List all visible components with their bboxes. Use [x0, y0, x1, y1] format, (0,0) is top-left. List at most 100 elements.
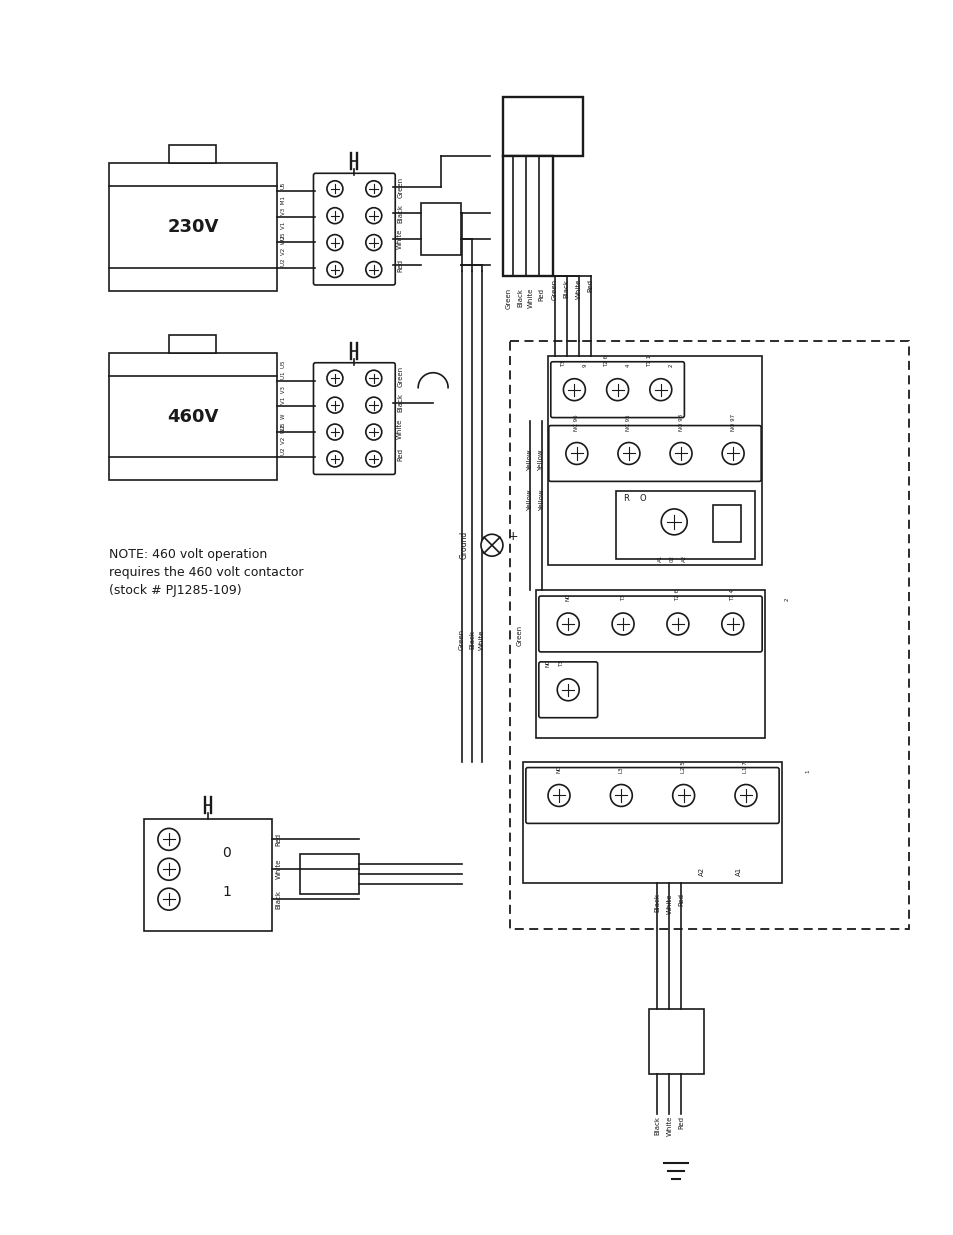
- Text: Ground: Ground: [459, 531, 469, 559]
- FancyBboxPatch shape: [550, 362, 683, 417]
- Text: T3: T3: [560, 359, 565, 367]
- Text: A1: A1: [657, 556, 662, 562]
- Text: NO 98: NO 98: [678, 414, 682, 431]
- Text: L3: L3: [618, 766, 623, 773]
- Circle shape: [327, 262, 342, 278]
- Text: Yellow: Yellow: [526, 489, 533, 511]
- Text: NC 96: NC 96: [574, 414, 578, 431]
- Text: T2 6: T2 6: [675, 589, 679, 601]
- Text: T3: T3: [558, 659, 563, 667]
- Circle shape: [365, 207, 381, 224]
- Text: Green: Green: [517, 625, 522, 646]
- Bar: [547, 356, 761, 566]
- Text: Red: Red: [678, 893, 683, 906]
- FancyBboxPatch shape: [314, 173, 395, 285]
- Circle shape: [557, 613, 578, 635]
- Text: 460V: 460V: [167, 408, 218, 426]
- Text: Black: Black: [275, 889, 281, 909]
- Circle shape: [365, 235, 381, 251]
- Circle shape: [563, 379, 585, 400]
- Bar: [109, 163, 276, 291]
- Bar: [536, 590, 764, 737]
- Text: 1: 1: [222, 885, 232, 899]
- Text: V1  V3: V1 V3: [280, 387, 285, 404]
- Text: NC: NC: [565, 593, 570, 601]
- Text: Red: Red: [396, 448, 403, 461]
- Bar: [420, 204, 460, 256]
- Text: A2: A2: [699, 867, 704, 877]
- Circle shape: [327, 424, 342, 440]
- Circle shape: [327, 370, 342, 387]
- FancyBboxPatch shape: [538, 597, 761, 652]
- Text: Red: Red: [587, 279, 593, 291]
- Circle shape: [327, 398, 342, 412]
- Text: White: White: [527, 288, 534, 309]
- Text: Green: Green: [458, 630, 464, 651]
- Text: 1: 1: [805, 769, 810, 773]
- Text: Green: Green: [505, 288, 512, 309]
- Text: Black: Black: [517, 288, 522, 308]
- Circle shape: [612, 613, 634, 635]
- Text: Red: Red: [396, 258, 403, 272]
- Text: U5  V1: U5 V1: [280, 222, 285, 241]
- Circle shape: [480, 535, 502, 556]
- Circle shape: [365, 370, 381, 387]
- Circle shape: [618, 442, 639, 464]
- Text: L1 7: L1 7: [742, 761, 748, 773]
- Text: NO 97: NO 97: [730, 414, 735, 431]
- FancyBboxPatch shape: [548, 426, 760, 482]
- Text: Yellow: Yellow: [537, 450, 543, 472]
- Text: NC 95: NC 95: [626, 414, 631, 431]
- Text: Black: Black: [396, 204, 403, 222]
- Text: NC: NC: [556, 764, 561, 773]
- Text: V3  M1: V3 M1: [280, 196, 285, 215]
- Text: White: White: [478, 630, 484, 650]
- Circle shape: [669, 442, 691, 464]
- Circle shape: [365, 424, 381, 440]
- Text: 2: 2: [668, 363, 674, 367]
- Circle shape: [327, 207, 342, 224]
- Circle shape: [365, 451, 381, 467]
- Bar: [713, 505, 740, 542]
- Circle shape: [158, 829, 180, 851]
- Circle shape: [547, 784, 569, 806]
- Text: Black: Black: [396, 393, 403, 412]
- Text: White: White: [396, 228, 403, 249]
- Text: Red: Red: [275, 832, 281, 846]
- Bar: [144, 819, 272, 931]
- Bar: [649, 1009, 703, 1073]
- Text: U5: U5: [280, 182, 285, 189]
- Text: T2 6: T2 6: [603, 354, 609, 367]
- Text: Black: Black: [654, 893, 659, 913]
- Bar: [170, 146, 216, 163]
- Text: Black: Black: [563, 279, 569, 298]
- Circle shape: [606, 379, 628, 400]
- Text: R: R: [623, 494, 629, 504]
- Text: White: White: [666, 1115, 672, 1136]
- Circle shape: [365, 180, 381, 196]
- Text: T1 4: T1 4: [729, 589, 735, 601]
- Text: Green: Green: [551, 279, 558, 300]
- Text: U5  W: U5 W: [280, 414, 285, 430]
- Text: T3: T3: [619, 594, 625, 601]
- Circle shape: [565, 442, 587, 464]
- Text: White: White: [396, 419, 403, 438]
- Bar: [502, 157, 552, 275]
- Circle shape: [721, 442, 743, 464]
- Bar: [109, 353, 276, 480]
- Text: A1: A1: [735, 867, 740, 877]
- Circle shape: [734, 784, 756, 806]
- Text: Black: Black: [654, 1115, 659, 1135]
- FancyBboxPatch shape: [525, 768, 779, 824]
- Bar: [615, 492, 755, 559]
- Text: White: White: [575, 279, 581, 299]
- Circle shape: [660, 509, 686, 535]
- Circle shape: [327, 451, 342, 467]
- Text: 9: 9: [582, 363, 587, 367]
- Text: Red: Red: [678, 1115, 683, 1129]
- Circle shape: [327, 235, 342, 251]
- Circle shape: [721, 613, 743, 635]
- Bar: [299, 855, 359, 894]
- Text: U1  U5: U1 U5: [280, 361, 285, 379]
- Bar: [502, 96, 582, 157]
